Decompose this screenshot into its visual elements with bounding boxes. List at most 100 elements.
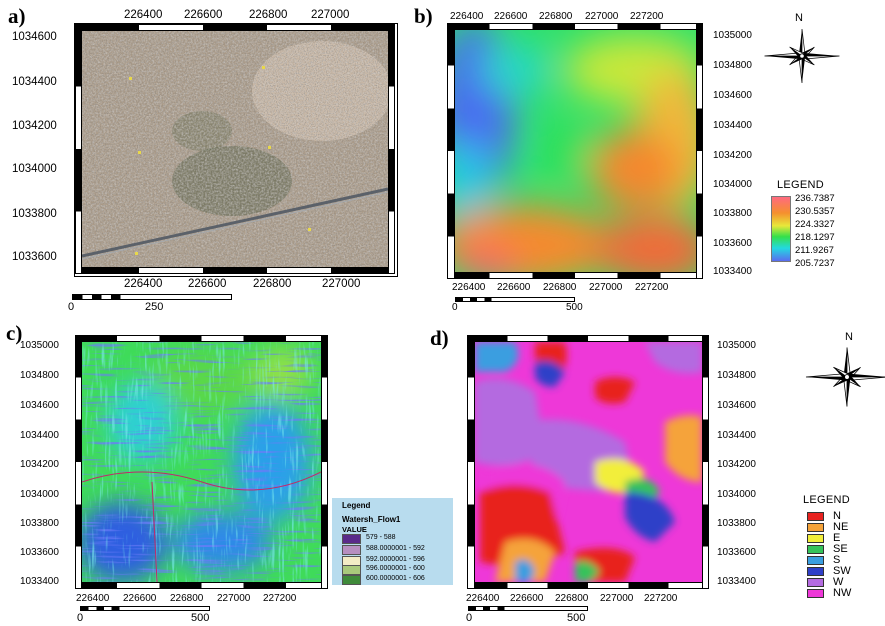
panel-c-scale-label: 500 xyxy=(191,612,210,624)
panel-a-top-tick: 226800 xyxy=(249,9,288,21)
legend-swatch xyxy=(807,523,824,532)
panel-b-bottom-tick: 227000 xyxy=(589,282,623,293)
panel-b-scale-label: 0 xyxy=(452,302,458,313)
panel-c-bottom-tick: 227000 xyxy=(217,593,251,604)
panel-c-label: c) xyxy=(6,321,23,345)
panel-d-neatline-bottom xyxy=(467,582,709,589)
legend-swatch xyxy=(807,512,824,521)
legend-value: 224.3327 xyxy=(795,219,835,230)
panel-d-right-tick: 1033400 xyxy=(717,576,756,587)
legend-value: 211.9267 xyxy=(795,245,834,256)
panel-c-left-tick: 1034800 xyxy=(20,370,59,381)
panel-a-bottom-tick: 227000 xyxy=(322,278,361,290)
panel-d-right-tick: 1034600 xyxy=(717,400,756,411)
legend-swatch xyxy=(342,575,361,585)
legend-value: 236.7387 xyxy=(795,193,835,204)
panel-c-bottom-tick: 226400 xyxy=(76,593,110,604)
panel-a-label: a) xyxy=(8,4,26,28)
panel-b-right-tick: 1033800 xyxy=(713,208,752,219)
panel-b-neatline-right xyxy=(696,23,703,279)
legend-value: 230.5357 xyxy=(795,206,835,217)
panel-b-legend-title: LEGEND xyxy=(777,179,825,191)
legend-item-label: SE xyxy=(833,543,848,555)
panel-d-scale-label: 0 xyxy=(466,612,473,624)
panel-c-neatline-top xyxy=(75,335,328,342)
panel-b-legend-colorbar xyxy=(771,196,791,262)
panel-d-scale-bar xyxy=(468,606,588,611)
legend-item-label: SW xyxy=(833,565,851,577)
legend-item: E xyxy=(807,532,877,544)
panel-c-left-tick: 1034600 xyxy=(20,400,59,411)
panel-c-legend-layer: Watersh_Flow1 xyxy=(342,515,401,524)
legend-swatch xyxy=(807,567,824,576)
legend-value: 205.7237 xyxy=(795,258,835,269)
panel-a-top-tick: 226400 xyxy=(124,9,163,21)
panel-d-bottom-tick: 226400 xyxy=(466,593,500,604)
panel-a-scale-bar xyxy=(72,294,232,300)
panel-c-bottom-tick: 226800 xyxy=(170,593,204,604)
panel-a-left-tick: 1034000 xyxy=(12,163,57,175)
panel-d-neatline-left xyxy=(467,335,475,589)
panel-c-legend: Legend Watersh_Flow1 VALUE 579 - 588 588… xyxy=(332,498,453,585)
flow-accumulation-map xyxy=(82,342,321,582)
panel-c-bottom-tick: 226600 xyxy=(123,593,157,604)
panel-d-label: d) xyxy=(430,326,449,350)
panel-c-left-tick: 1035000 xyxy=(20,340,59,351)
legend-swatch xyxy=(807,545,824,554)
panel-a-neatline-bottom xyxy=(75,267,395,274)
legend-swatch xyxy=(342,534,361,544)
legend-swatch xyxy=(807,589,824,598)
panel-a-left-tick: 1034600 xyxy=(12,31,57,43)
panel-b-top-tick: 226400 xyxy=(450,11,484,22)
panel-b-label: b) xyxy=(414,4,433,28)
legend-item: NW xyxy=(807,587,877,599)
panel-d-bottom-tick: 227000 xyxy=(600,593,634,604)
legend-item-label: 592.0000001 - 596 xyxy=(366,556,425,563)
panel-c-left-tick: 1033600 xyxy=(20,547,59,558)
legend-value: 218.1297 xyxy=(795,232,835,243)
legend-item: S xyxy=(807,554,877,566)
legend-item-label: 596.0000001 - 600 xyxy=(366,565,425,572)
legend-item-label: 600.0000001 - 606 xyxy=(366,575,425,582)
panel-b-top-tick: 227000 xyxy=(585,11,619,22)
panel-b-right-tick: 1034800 xyxy=(713,60,752,71)
panel-c-legend-title: Legend xyxy=(342,501,371,510)
panel-a-bottom-tick: 226800 xyxy=(253,278,292,290)
panel-a-neatline-left xyxy=(75,24,82,274)
legend-item-label: W xyxy=(833,576,844,588)
panel-c-left-tick: 1033400 xyxy=(20,576,59,587)
legend-item-label: 579 - 588 xyxy=(366,534,396,541)
legend-item-label: S xyxy=(833,554,841,566)
panel-d-right-tick: 1034800 xyxy=(717,370,756,381)
panel-c-scale-label: 0 xyxy=(77,612,84,624)
panel-b-north-label: N xyxy=(795,12,803,24)
panel-a-bottom-tick: 226600 xyxy=(188,278,227,290)
panel-c-left-tick: 1034400 xyxy=(20,430,59,441)
panel-a-scale-label: 250 xyxy=(145,301,164,313)
legend-item: SW xyxy=(807,565,877,577)
panel-d-right-tick: 1033800 xyxy=(717,518,756,529)
panel-b-top-tick: 226800 xyxy=(539,11,573,22)
panel-a-neatline-top xyxy=(75,24,395,31)
legend-swatch xyxy=(807,534,824,543)
panel-b-right-tick: 1033600 xyxy=(713,238,752,249)
panel-c-legend-field: VALUE xyxy=(342,525,367,534)
panel-d-legend-title: LEGEND xyxy=(803,494,851,506)
panel-d-bottom-tick: 226800 xyxy=(555,593,589,604)
legend-item-label: NE xyxy=(833,521,849,533)
panel-d-scale-label: 500 xyxy=(567,612,586,624)
legend-item: W xyxy=(807,576,877,588)
panel-b-scale-bar xyxy=(455,297,575,302)
legend-item-label: E xyxy=(833,532,841,544)
legend-swatch xyxy=(807,556,824,565)
panel-a-top-tick: 226600 xyxy=(184,9,223,21)
panel-d-right-tick: 1034200 xyxy=(717,459,756,470)
panel-c-left-tick: 1033800 xyxy=(20,518,59,529)
legend-item: NE xyxy=(807,521,877,533)
panel-c-scale-bar xyxy=(80,606,210,611)
panel-b-top-tick: 227200 xyxy=(630,11,664,22)
panel-d-bottom-tick: 226600 xyxy=(510,593,544,604)
panel-b-bottom-tick: 226600 xyxy=(497,282,531,293)
legend-item-label: N xyxy=(833,510,841,522)
panel-b-neatline-bottom xyxy=(447,272,703,279)
